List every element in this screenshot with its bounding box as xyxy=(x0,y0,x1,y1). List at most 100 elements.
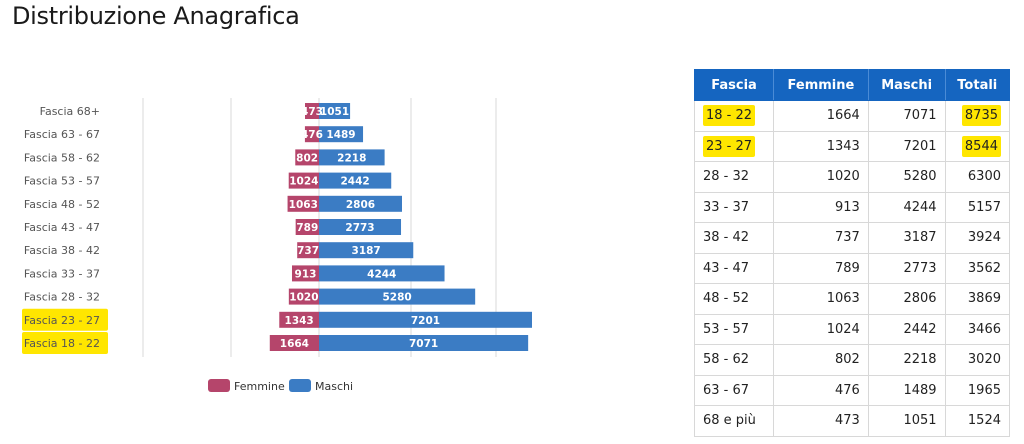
data-label-maschi: 4244 xyxy=(367,268,396,280)
cell-value: 1489 xyxy=(903,382,937,398)
table-cell-femmine: 737 xyxy=(773,222,869,254)
bar-maschi xyxy=(319,288,476,305)
table-header-totali[interactable]: Totali xyxy=(944,69,1011,101)
bar-maschi xyxy=(319,195,402,212)
cell-value: 1051 xyxy=(903,413,937,429)
bar-maschi xyxy=(319,126,364,143)
data-label-maschi: 3187 xyxy=(352,245,381,257)
cell-value: 7071 xyxy=(903,108,937,124)
table-cell-fascia: 68 e più xyxy=(693,405,775,437)
category-label: Fascia 58 - 62 xyxy=(24,151,100,164)
table-cell-fascia: 43 - 47 xyxy=(693,252,775,284)
cell-value: 2773 xyxy=(903,260,937,276)
cell-value: 1343 xyxy=(826,138,860,154)
data-label-maschi: 7071 xyxy=(409,338,438,350)
cell-value: 53 - 57 xyxy=(703,321,750,337)
bar-femmine xyxy=(297,242,319,259)
bar-femmine xyxy=(304,126,319,143)
table-row: 58 - 62 802 2218 3020 xyxy=(693,344,1011,376)
cell-value: 48 - 52 xyxy=(703,291,750,307)
cell-value: 58 - 62 xyxy=(703,352,750,368)
category-label: Fascia 63 - 67 xyxy=(24,128,100,141)
table-cell-totali: 8735 xyxy=(944,100,1011,132)
data-label-maschi: 2442 xyxy=(340,176,369,188)
data-label-femmine: 1020 xyxy=(289,292,318,304)
bar-femmine xyxy=(287,195,319,212)
cell-value: 2218 xyxy=(903,352,937,368)
cell-value: 28 - 32 xyxy=(703,169,750,185)
table-cell-totali: 5157 xyxy=(944,191,1011,223)
cell-value: 1965 xyxy=(967,382,1001,398)
cell-value: 473 xyxy=(834,413,860,429)
category-label: Fascia 33 - 37 xyxy=(24,267,100,280)
bar-femmine xyxy=(288,288,319,305)
table-row: 38 - 42 737 3187 3924 xyxy=(693,222,1011,254)
table-cell-totali: 3562 xyxy=(944,252,1011,284)
table-cell-maschi: 2806 xyxy=(867,283,946,315)
table-cell-femmine: 802 xyxy=(773,344,869,376)
bar-maschi xyxy=(319,219,402,235)
category-label: Fascia 23 - 27 xyxy=(24,314,100,327)
cell-value: 5157 xyxy=(967,199,1001,215)
category-label: Fascia 38 - 42 xyxy=(24,244,100,257)
cell-value: 5280 xyxy=(903,169,937,185)
table-cell-femmine: 1664 xyxy=(773,100,869,132)
bar-femmine xyxy=(279,311,319,328)
cell-value: 2442 xyxy=(903,321,937,337)
table-cell-maschi: 7201 xyxy=(867,130,946,162)
cell-value: 476 xyxy=(834,382,860,398)
cell-value: 68 e più xyxy=(703,413,756,429)
table-row: 33 - 37 913 4244 5157 xyxy=(693,191,1011,223)
table-header-femmine[interactable]: Femmine xyxy=(773,69,869,101)
cell-value: 802 xyxy=(834,352,860,368)
bar-femmine xyxy=(288,172,319,189)
table-cell-fascia: 18 - 22 xyxy=(693,100,775,132)
cell-value: 38 - 42 xyxy=(703,230,750,246)
cell-value: 18 - 22 xyxy=(703,105,756,127)
legend-swatch-maschi xyxy=(289,379,311,392)
cell-value: 1063 xyxy=(826,291,860,307)
cell-value: 43 - 47 xyxy=(703,260,750,276)
cell-value: 737 xyxy=(834,230,860,246)
bar-femmine xyxy=(295,149,319,166)
cell-value: 3020 xyxy=(967,352,1001,368)
cell-value: 3466 xyxy=(967,321,1001,337)
table-header-fascia[interactable]: Fascia xyxy=(693,69,775,101)
age-distribution-table: Fascia Femmine Maschi Totali 18 - 22 1664 707… xyxy=(693,69,1011,437)
table-cell-femmine: 476 xyxy=(773,374,869,406)
cell-value: 3924 xyxy=(967,230,1001,246)
table-cell-maschi: 1489 xyxy=(867,374,946,406)
table-row: 18 - 22 1664 7071 8735 xyxy=(693,100,1011,132)
table-cell-totali: 3924 xyxy=(944,222,1011,254)
table-cell-totali: 8544 xyxy=(944,130,1011,162)
table-cell-femmine: 473 xyxy=(773,405,869,437)
bar-maschi xyxy=(319,172,392,189)
data-label-femmine: 802 xyxy=(296,152,318,164)
cell-value: 1020 xyxy=(826,169,860,185)
cell-value: 1024 xyxy=(826,321,860,337)
table-row: 68 e più 473 1051 1524 xyxy=(693,405,1011,437)
data-label-femmine: 473 xyxy=(301,106,323,118)
table-cell-totali: 3466 xyxy=(944,313,1011,345)
table-row: 23 - 27 1343 7201 8544 xyxy=(693,130,1011,162)
data-label-femmine: 1664 xyxy=(280,338,309,350)
cell-value: 7201 xyxy=(903,138,937,154)
data-label-femmine: 737 xyxy=(297,245,319,257)
table-cell-femmine: 1024 xyxy=(773,313,869,345)
table-cell-maschi: 2442 xyxy=(867,313,946,345)
table-cell-femmine: 1343 xyxy=(773,130,869,162)
cell-value: 33 - 37 xyxy=(703,199,750,215)
page-title: Distribuzione Anagrafica xyxy=(12,2,300,30)
legend-label-maschi: Maschi xyxy=(315,380,353,393)
table-cell-maschi: 2218 xyxy=(867,344,946,376)
cell-value: 63 - 67 xyxy=(703,382,750,398)
table-cell-fascia: 58 - 62 xyxy=(693,344,775,376)
table-cell-femmine: 1063 xyxy=(773,283,869,315)
table-cell-fascia: 38 - 42 xyxy=(693,222,775,254)
table-header-row: Fascia Femmine Maschi Totali xyxy=(693,69,1011,101)
table-header-maschi[interactable]: Maschi xyxy=(867,69,946,101)
cell-value: 8544 xyxy=(961,135,1001,157)
table-cell-fascia: 53 - 57 xyxy=(693,313,775,345)
table-row: 43 - 47 789 2773 3562 xyxy=(693,252,1011,284)
